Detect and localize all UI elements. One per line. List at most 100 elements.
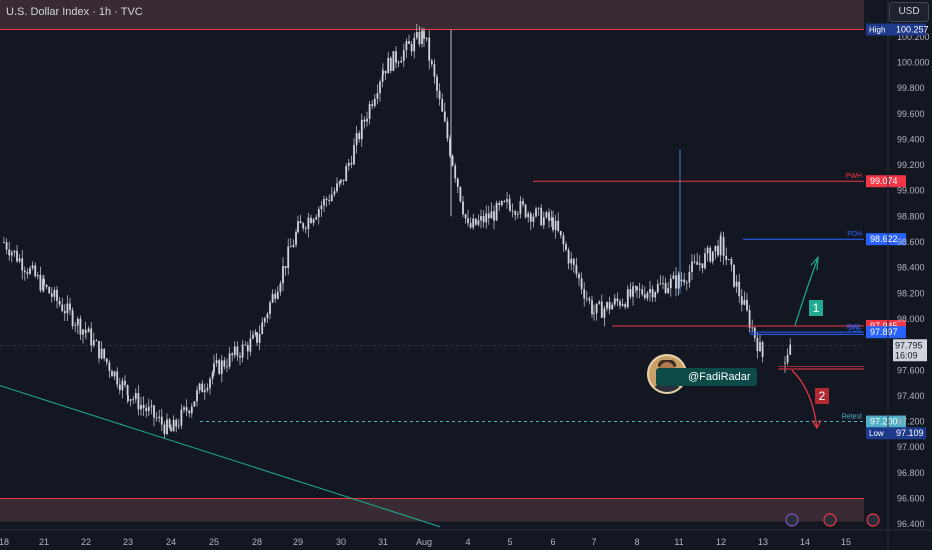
candle-body [252, 334, 254, 339]
candle-body [722, 237, 725, 257]
candle-body [155, 417, 158, 419]
candle-body [480, 216, 482, 221]
y-tick-label: 99.000 [897, 186, 925, 196]
candle-body [727, 259, 730, 261]
candle-body [213, 363, 215, 373]
candle-body [711, 251, 714, 262]
candle-body [282, 266, 284, 284]
candle-body [784, 362, 786, 364]
candle-body [292, 244, 295, 248]
currency-button[interactable]: USD [889, 2, 929, 22]
x-tick-label: 15 [841, 537, 851, 547]
candle-body [3, 242, 5, 243]
candle-body [746, 299, 748, 311]
candle-body [392, 51, 395, 71]
candle-body [90, 328, 93, 346]
candle-body [753, 327, 756, 338]
y-tick-label: 96.800 [897, 468, 925, 478]
candle-body [147, 406, 150, 412]
candle-body [226, 366, 228, 368]
candle-body [140, 404, 142, 410]
candle-body [180, 409, 183, 426]
candle-body [583, 289, 586, 299]
candle-body [485, 213, 488, 223]
candle-body [63, 311, 66, 314]
candle-body [756, 337, 759, 352]
candle-body [467, 218, 469, 224]
candle-body [649, 289, 651, 293]
high-box [866, 23, 926, 36]
candle-body [193, 401, 196, 407]
candle-body [588, 298, 591, 301]
candle-body [436, 76, 438, 91]
candle-body [297, 221, 299, 233]
level-price-label: 97.897 [870, 327, 898, 337]
candle-body [585, 298, 588, 300]
candle-body [299, 221, 302, 224]
y-tick-label: 100.000 [897, 57, 930, 67]
candle-body [698, 263, 701, 265]
candle-body [317, 209, 320, 218]
candle-body [535, 208, 537, 217]
candle-body [289, 246, 292, 248]
candle-body [8, 249, 11, 256]
candle-body [295, 232, 297, 245]
candle-body [233, 346, 236, 356]
candle-body [500, 201, 503, 206]
level-tag: PWH [846, 173, 862, 180]
candle-body [183, 407, 185, 410]
candle-body [608, 302, 611, 310]
candle-body [132, 399, 135, 400]
y-tick-label: 97.400 [897, 391, 925, 401]
candle-body [559, 230, 562, 236]
candle-body [228, 353, 231, 367]
candle-body [751, 327, 754, 329]
candle-body [508, 199, 511, 205]
low-label: Low [869, 429, 884, 438]
candle-body [198, 383, 201, 391]
candle-body [218, 360, 221, 374]
last-price-box [893, 339, 927, 362]
candle-body [542, 217, 545, 226]
candle-body [95, 340, 98, 342]
candle-body [418, 31, 421, 44]
candle-body [730, 259, 733, 265]
x-tick-label: 22 [81, 537, 91, 547]
candle-body [231, 353, 234, 356]
y-tick-label: 100.200 [897, 32, 930, 42]
candle-body [188, 410, 191, 414]
candle-body [368, 104, 371, 119]
candle-body [160, 416, 163, 425]
candle-body [82, 329, 84, 335]
y-tick-label: 99.600 [897, 109, 925, 119]
low-value: 97.109 [896, 428, 924, 438]
candle-body [550, 217, 553, 221]
candle-body [312, 219, 315, 223]
candle-body [575, 264, 578, 274]
candle-body [350, 162, 353, 165]
candle-body [307, 217, 310, 230]
x-tick-label: 6 [550, 537, 555, 547]
candle-body [163, 424, 166, 434]
candle-body [395, 51, 397, 63]
candle-body [5, 242, 8, 250]
candle-body [244, 344, 247, 346]
candle-body [509, 204, 511, 211]
candle-body [595, 303, 598, 314]
candle-body [21, 258, 24, 271]
candle-body [74, 325, 77, 327]
y-tick-label: 98.200 [897, 288, 925, 298]
candle-body [127, 395, 129, 401]
candle-body [454, 165, 457, 179]
candle-body [441, 98, 444, 112]
candle-body [302, 223, 305, 229]
x-tick-label: 14 [800, 537, 810, 547]
candle-body [719, 236, 722, 256]
candle-body [223, 360, 226, 367]
candle-body [482, 216, 485, 223]
candle-body [733, 264, 735, 287]
candle-body [641, 289, 644, 295]
candle-body [449, 138, 451, 156]
candle-body [387, 57, 390, 74]
